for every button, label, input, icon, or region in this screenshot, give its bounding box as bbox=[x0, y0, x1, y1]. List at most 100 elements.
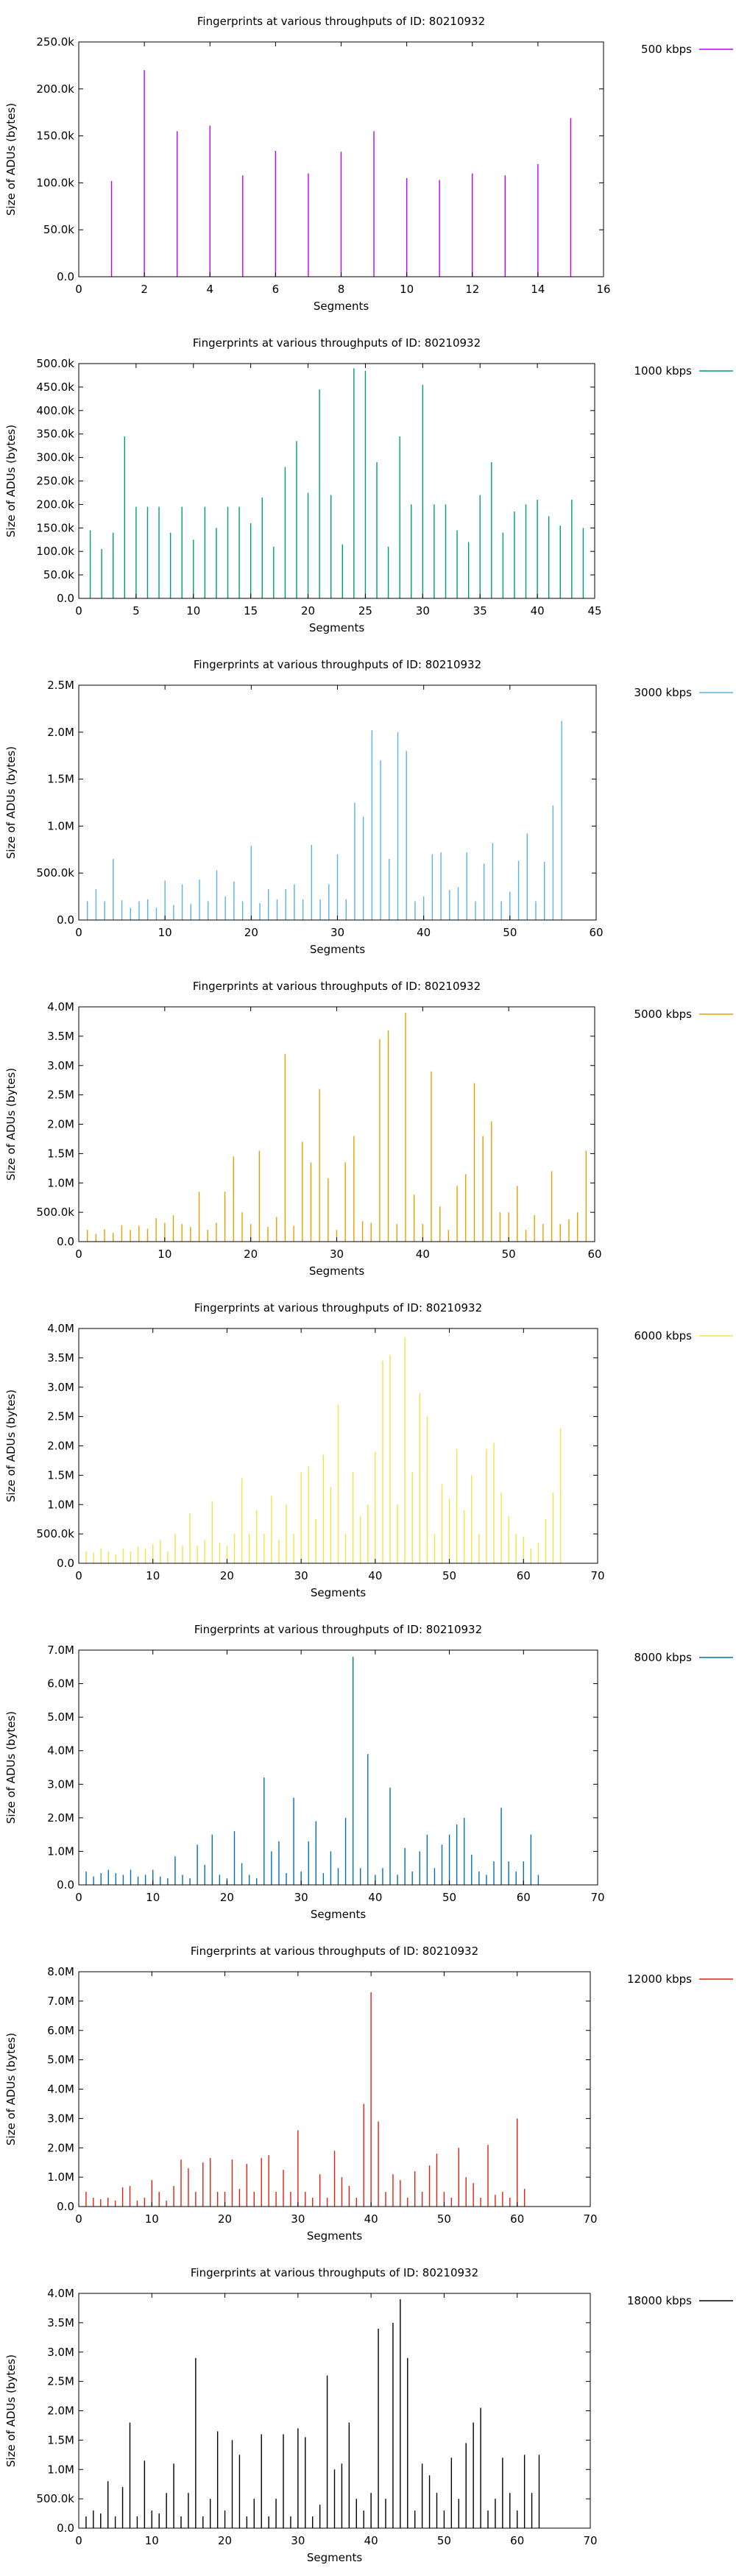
x-tick-label: 30 bbox=[294, 1891, 308, 1904]
y-tick-label: 0.0 bbox=[57, 1878, 74, 1892]
legend-label: 3000 kbps bbox=[634, 686, 693, 699]
x-tick-label: 30 bbox=[330, 926, 344, 939]
x-tick-label: 20 bbox=[218, 2212, 232, 2226]
y-tick-label: 7.0M bbox=[47, 1643, 74, 1657]
y-tick-label: 3.0M bbox=[47, 1381, 74, 1394]
x-tick-label: 8 bbox=[338, 283, 345, 296]
y-tick-label: 200.0k bbox=[36, 498, 74, 511]
x-tick-label: 30 bbox=[294, 1569, 308, 1582]
x-tick-label: 40 bbox=[531, 604, 545, 618]
x-tick-label: 20 bbox=[301, 604, 315, 618]
x-tick-label: 50 bbox=[442, 1891, 456, 1904]
plot-frame bbox=[78, 363, 595, 599]
y-tick-label: 200.0k bbox=[36, 82, 74, 96]
y-axis-label: Size of ADUs (bytes) bbox=[4, 1711, 18, 1824]
x-tick-label: 10 bbox=[158, 1248, 171, 1261]
chart-4: Fingerprints at various throughputs of I… bbox=[4, 980, 733, 1278]
y-tick-label: 6.0M bbox=[47, 1677, 74, 1691]
y-tick-label: 3.5M bbox=[47, 1030, 74, 1043]
chart-title: Fingerprints at various throughputs of I… bbox=[193, 336, 481, 350]
y-tick-label: 350.0k bbox=[36, 428, 74, 441]
legend-label: 1000 kbps bbox=[634, 364, 693, 378]
x-tick-label: 0 bbox=[75, 1891, 82, 1904]
y-tick-label: 4.0M bbox=[47, 2083, 74, 2096]
y-tick-label: 1.0M bbox=[47, 819, 74, 832]
x-tick-label: 14 bbox=[531, 283, 545, 296]
chart-title: Fingerprints at various throughputs of I… bbox=[194, 658, 481, 671]
y-axis-label: Size of ADUs (bytes) bbox=[4, 746, 18, 859]
x-tick-label: 30 bbox=[330, 1248, 344, 1261]
x-tick-label: 10 bbox=[146, 1569, 160, 1582]
y-tick-label: 3.0M bbox=[47, 2112, 74, 2125]
plot-frame bbox=[78, 1649, 598, 1886]
chart-title: Fingerprints at various throughputs of I… bbox=[191, 2266, 478, 2279]
x-tick-label: 0 bbox=[75, 1248, 82, 1261]
y-tick-label: 2.0M bbox=[47, 1440, 74, 1453]
chart-7: Fingerprints at various throughputs of I… bbox=[4, 1945, 733, 2243]
chart-2: Fingerprints at various throughputs of I… bbox=[4, 336, 733, 634]
y-tick-label: 1.5M bbox=[47, 1468, 74, 1482]
x-tick-label: 6 bbox=[272, 283, 280, 296]
x-tick-label: 40 bbox=[364, 2534, 378, 2547]
x-axis-label: Segments bbox=[307, 2551, 363, 2564]
legend-label: 18000 kbps bbox=[627, 2294, 692, 2307]
y-tick-label: 3.5M bbox=[47, 1351, 74, 1365]
x-tick-label: 20 bbox=[218, 2534, 232, 2547]
y-tick-label: 5.0M bbox=[47, 2053, 74, 2067]
y-tick-label: 0.0 bbox=[57, 2200, 74, 2213]
x-tick-label: 20 bbox=[220, 1891, 234, 1904]
x-tick-label: 40 bbox=[368, 1569, 382, 1582]
x-tick-label: 50 bbox=[503, 926, 517, 939]
x-axis-label: Segments bbox=[314, 300, 369, 313]
chart-1: Fingerprints at various throughputs of I… bbox=[4, 15, 733, 313]
x-tick-label: 25 bbox=[358, 604, 372, 618]
chart-title: Fingerprints at various throughputs of I… bbox=[191, 1945, 478, 1958]
y-tick-label: 3.0M bbox=[47, 1059, 74, 1072]
y-tick-label: 0.0 bbox=[57, 913, 74, 927]
y-tick-label: 500.0k bbox=[36, 2492, 74, 2505]
legend-label: 6000 kbps bbox=[634, 1329, 693, 1342]
x-tick-label: 10 bbox=[400, 283, 414, 296]
legend-label: 12000 kbps bbox=[627, 1972, 692, 1986]
x-tick-label: 40 bbox=[417, 926, 431, 939]
y-axis-label: Size of ADUs (bytes) bbox=[4, 103, 18, 216]
x-tick-label: 60 bbox=[510, 2212, 524, 2226]
y-tick-label: 2.5M bbox=[47, 1410, 74, 1423]
x-tick-label: 10 bbox=[158, 926, 172, 939]
y-tick-label: 500.0k bbox=[36, 866, 74, 880]
x-tick-label: 12 bbox=[465, 283, 479, 296]
y-tick-label: 2.5M bbox=[47, 1089, 74, 1102]
x-axis-label: Segments bbox=[307, 2229, 363, 2243]
x-tick-label: 70 bbox=[590, 1891, 604, 1904]
x-tick-label: 10 bbox=[146, 1891, 160, 1904]
chart-title: Fingerprints at various throughputs of I… bbox=[193, 980, 481, 993]
x-tick-label: 60 bbox=[517, 1569, 531, 1582]
x-tick-label: 40 bbox=[364, 2212, 378, 2226]
y-tick-label: 3.0M bbox=[47, 1777, 74, 1791]
chart-8: Fingerprints at various throughputs of I… bbox=[4, 2266, 733, 2564]
x-tick-label: 40 bbox=[368, 1891, 382, 1904]
y-axis-label: Size of ADUs (bytes) bbox=[4, 2033, 18, 2145]
y-tick-label: 1.5M bbox=[47, 773, 74, 786]
x-tick-label: 70 bbox=[590, 1569, 604, 1582]
x-tick-label: 0 bbox=[75, 2212, 82, 2226]
x-tick-label: 70 bbox=[583, 2534, 597, 2547]
y-tick-label: 1.5M bbox=[47, 1147, 74, 1160]
y-tick-label: 4.0M bbox=[47, 1322, 74, 1335]
y-tick-label: 2.0M bbox=[47, 1118, 74, 1131]
y-tick-label: 0.0 bbox=[57, 1557, 74, 1570]
y-tick-label: 400.0k bbox=[36, 404, 74, 417]
chart-title: Fingerprints at various throughputs of I… bbox=[197, 15, 485, 28]
y-tick-label: 500.0k bbox=[36, 357, 74, 370]
y-tick-label: 0.0 bbox=[57, 592, 74, 605]
x-tick-label: 10 bbox=[145, 2212, 159, 2226]
x-tick-label: 50 bbox=[502, 1248, 516, 1261]
x-tick-label: 0 bbox=[75, 283, 82, 296]
y-tick-label: 1.0M bbox=[47, 1176, 74, 1189]
y-tick-label: 2.0M bbox=[47, 1811, 74, 1825]
y-tick-label: 500.0k bbox=[36, 1527, 74, 1540]
x-tick-label: 20 bbox=[220, 1569, 234, 1582]
y-tick-label: 1.0M bbox=[47, 2463, 74, 2476]
x-tick-label: 0 bbox=[75, 604, 82, 618]
y-tick-label: 1.0M bbox=[47, 1844, 74, 1858]
